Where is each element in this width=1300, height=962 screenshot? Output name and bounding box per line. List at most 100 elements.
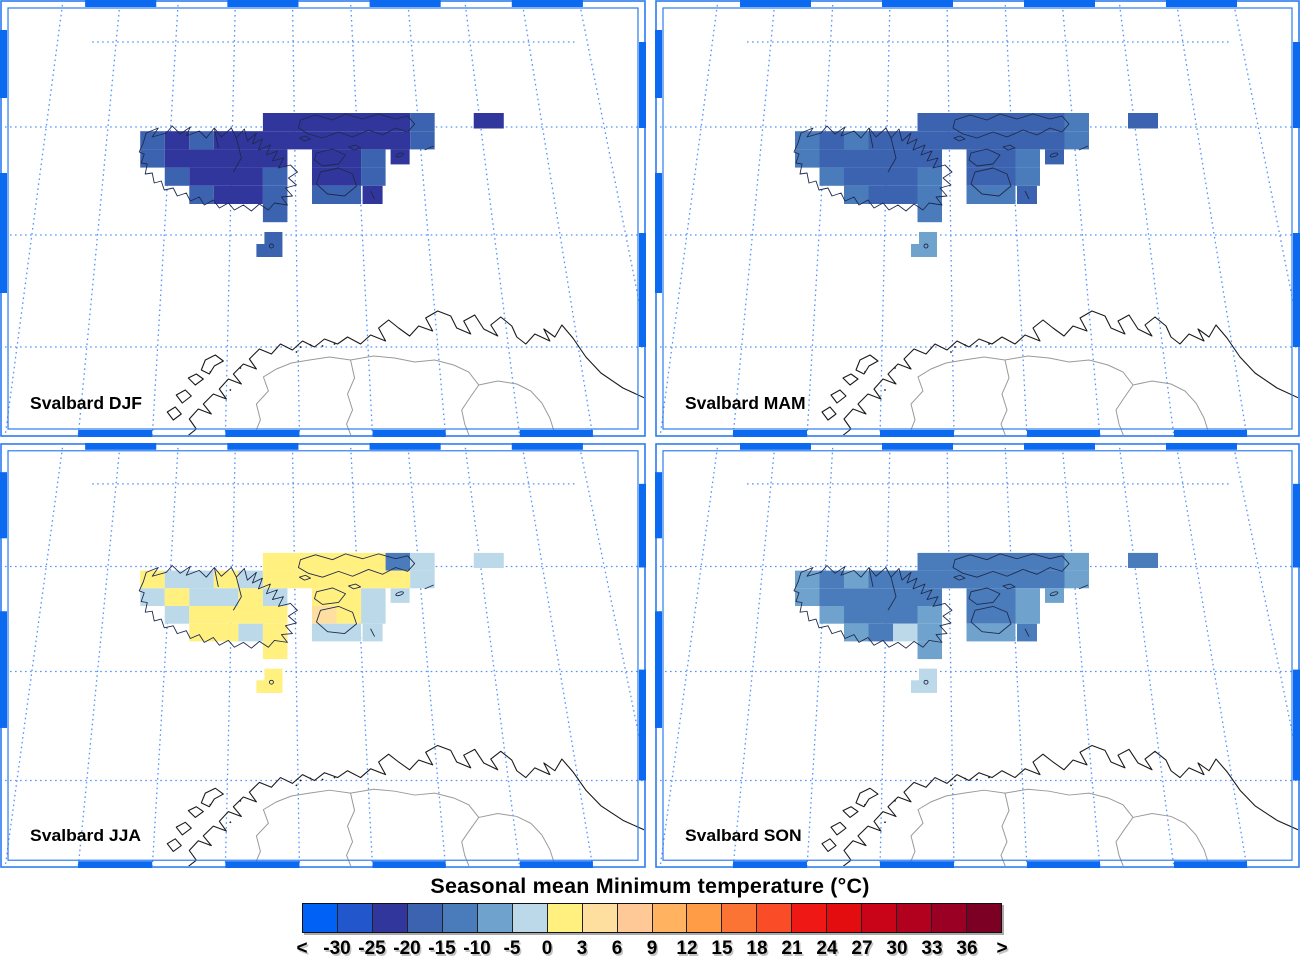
temperature-cell — [213, 185, 263, 204]
temperature-cell — [164, 605, 190, 624]
colorbar-segment — [862, 904, 898, 932]
temperature-cell — [256, 680, 283, 693]
temperature-cell — [917, 185, 942, 204]
temperature-cell — [844, 623, 869, 642]
temperature-cell — [140, 131, 165, 150]
temperature-cell — [795, 149, 820, 168]
temperature-cell — [1128, 113, 1158, 129]
temperature-cell — [917, 641, 942, 660]
colorbar — [302, 903, 1002, 933]
map-background — [655, 0, 1300, 437]
temperature-cell — [262, 185, 288, 204]
colorbar-segment — [687, 904, 723, 932]
temperature-cell — [189, 588, 239, 606]
map-svg-jja: Svalbard JJA — [0, 443, 646, 868]
colorbar-segment — [967, 904, 1002, 932]
temperature-cell — [189, 167, 263, 186]
temperature-cell — [361, 149, 386, 168]
temperature-cell — [966, 588, 1016, 606]
temperature-cell — [264, 668, 283, 682]
panel-mam: Svalbard MAM — [655, 0, 1300, 437]
colorbar-tick-label: 9 — [646, 938, 658, 959]
temperature-cell — [844, 605, 918, 624]
colorbar-tick-label: < — [296, 938, 308, 959]
temperature-cell — [1064, 113, 1089, 132]
temperature-cell — [1015, 167, 1040, 186]
temperature-cell — [868, 131, 1065, 150]
temperature-cell — [262, 641, 288, 660]
temperature-cell — [189, 623, 239, 642]
temperature-cell — [844, 167, 918, 186]
colorbar-segment — [512, 904, 548, 932]
colorbar-segment — [652, 904, 688, 932]
temperature-cell — [819, 588, 942, 606]
colorbar-tick-label: 21 — [781, 938, 803, 959]
temperature-cell — [868, 623, 893, 642]
map-svg-son: Svalbard SON — [655, 443, 1300, 868]
map-background — [0, 443, 646, 868]
panel-son: Svalbard SON — [655, 443, 1300, 868]
temperature-cell — [140, 588, 165, 606]
temperature-cell — [311, 149, 362, 168]
temperature-cell — [361, 167, 386, 186]
temperature-cell — [264, 232, 283, 245]
temperature-cell — [189, 185, 214, 204]
colorbar-segment — [757, 904, 793, 932]
panel-label: Svalbard JJA — [30, 825, 142, 845]
temperature-cell — [164, 570, 214, 589]
colorbar-title: Seasonal mean Minimum temperature (°C) — [430, 874, 870, 898]
temperature-cell — [311, 588, 362, 606]
temperature-cell — [917, 552, 1065, 571]
panel-label: Svalbard DJF — [30, 393, 142, 413]
colorbar-segment — [547, 904, 583, 932]
temperature-cell — [1064, 131, 1089, 150]
colorbar-tick-label: 6 — [611, 938, 623, 959]
temperature-cell — [893, 623, 918, 642]
temperature-cell — [262, 204, 288, 223]
temperature-cell — [966, 149, 1016, 168]
temperature-cell — [164, 167, 190, 186]
temperature-cell — [262, 552, 386, 571]
colorbar-tick-label: > — [996, 938, 1008, 959]
colorbar-tick-label: -20 — [393, 938, 421, 959]
temperature-cell — [140, 149, 165, 168]
svalbard-cells — [140, 552, 504, 693]
temperature-cell — [917, 167, 942, 186]
colorbar-segment — [897, 904, 933, 932]
temperature-cell — [819, 149, 942, 168]
temperature-cell — [819, 570, 844, 589]
temperature-cell — [844, 185, 869, 204]
temperature-cell — [917, 605, 942, 624]
temperature-cell — [473, 552, 504, 568]
colorbar-tick-label: -10 — [463, 938, 491, 959]
temperature-cell — [140, 570, 165, 589]
colorbar-segment — [827, 904, 863, 932]
temperature-cell — [1015, 605, 1040, 624]
colorbar-segment — [722, 904, 758, 932]
colorbar-tick-label: 12 — [676, 938, 698, 959]
colorbar-segment — [792, 904, 828, 932]
colorbar-tick-labels: < -30 -25 -20 -15 -10 -5 0 3 6 9 12 15 18 21 24 27 30 33 36… — [0, 938, 1300, 960]
colorbar-tick-label: -30 — [323, 938, 351, 959]
temperature-cell — [919, 232, 937, 245]
temperature-cell — [917, 623, 942, 642]
temperature-cell — [213, 131, 411, 150]
colorbar-segment — [932, 904, 968, 932]
temperature-cell — [919, 668, 937, 682]
temperature-cell — [238, 588, 263, 606]
colorbar-tick-label: 15 — [711, 938, 733, 959]
panel-jja: Svalbard JJA — [0, 443, 646, 868]
map-background — [0, 0, 646, 437]
temperature-cell — [256, 244, 283, 257]
temperature-cell — [311, 605, 337, 624]
panel-djf: Svalbard DJF — [0, 0, 646, 437]
colorbar-tick-label: 27 — [851, 938, 873, 959]
temperature-cell — [1128, 552, 1158, 568]
temperature-cell — [917, 204, 942, 223]
temperature-cell — [361, 588, 386, 606]
colorbar-segment — [303, 904, 338, 932]
temperature-cell — [410, 131, 435, 150]
colorbar-tick-label: 36 — [956, 938, 978, 959]
colorbar-tick-label: 30 — [886, 938, 908, 959]
colorbar-tick-label: -25 — [358, 938, 386, 959]
